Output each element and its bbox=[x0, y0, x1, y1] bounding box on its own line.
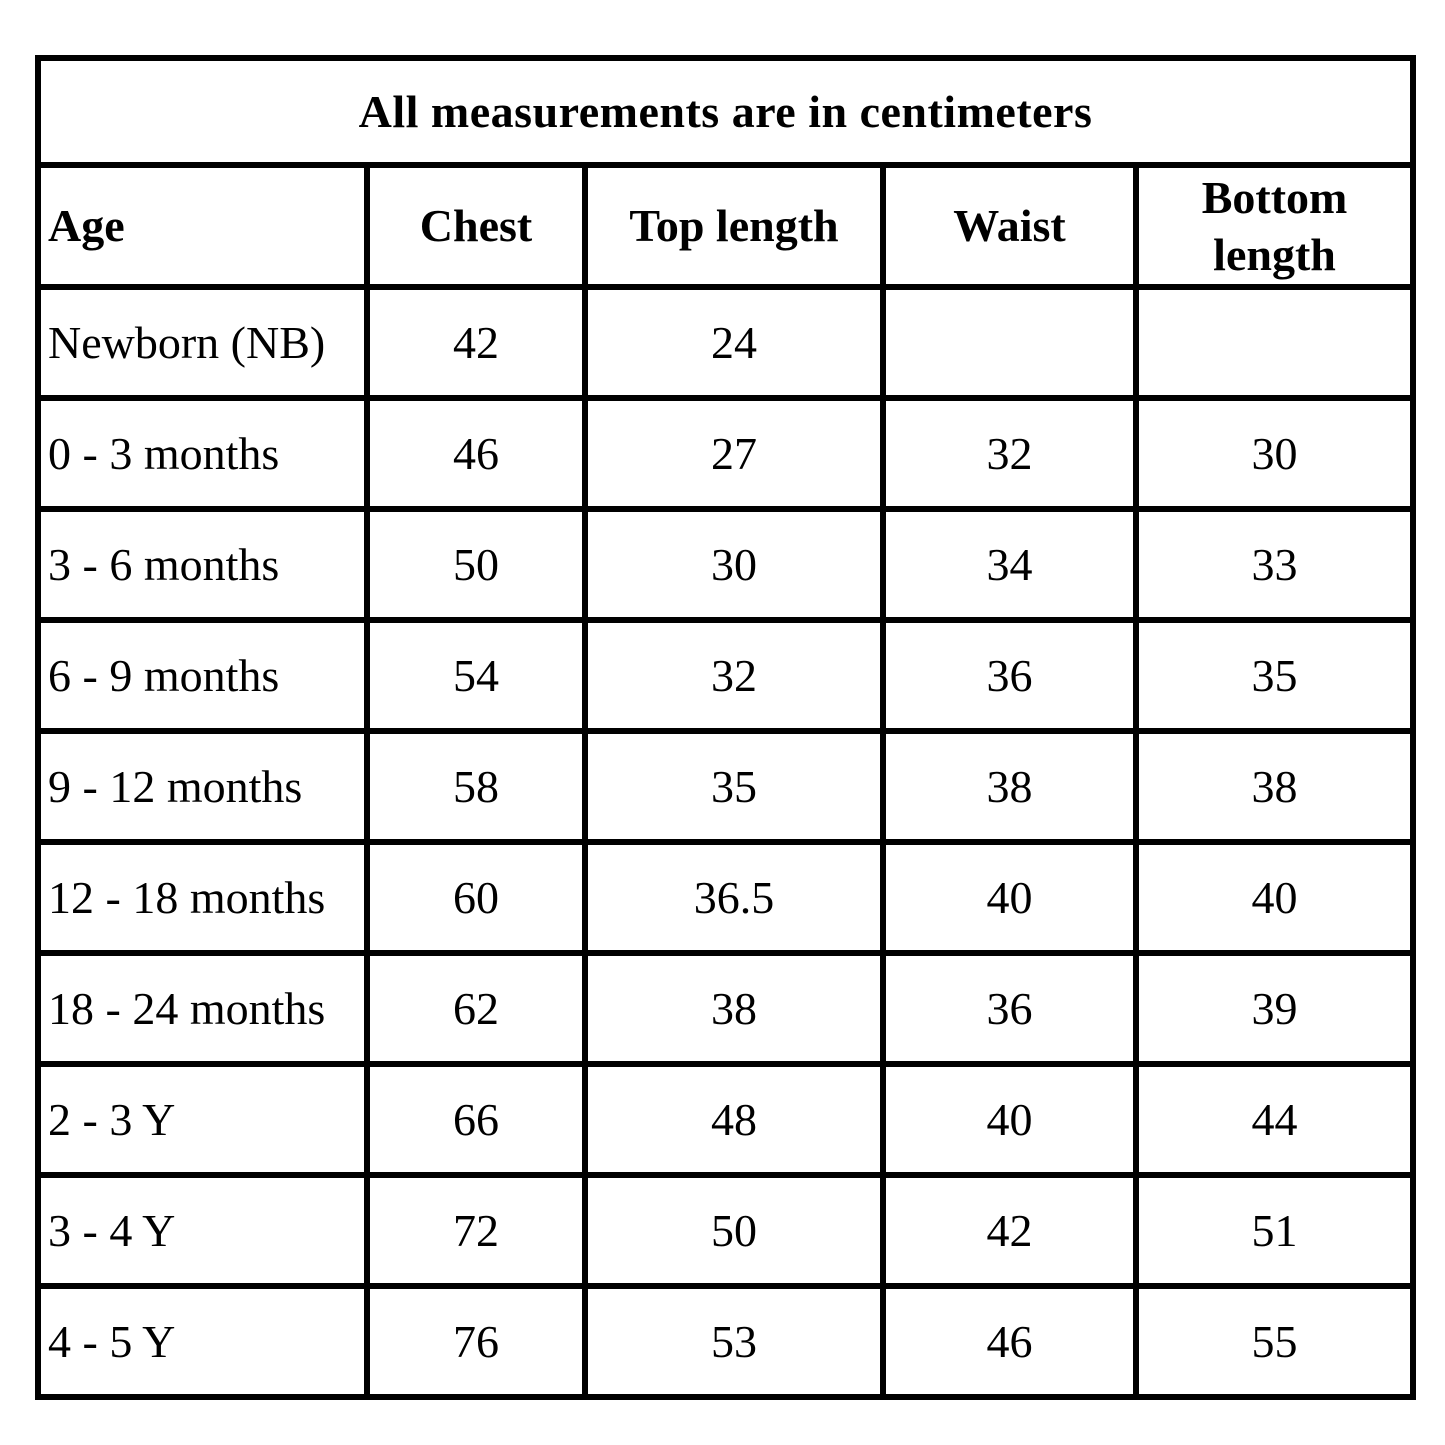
bottom-length-cell: 30 bbox=[1132, 395, 1417, 513]
bottom-length-cell: 40 bbox=[1132, 838, 1417, 956]
chest-cell: 58 bbox=[364, 727, 588, 845]
header-row: Age Chest Top length Waist Bottom length bbox=[35, 161, 1417, 291]
column-header-age: Age bbox=[35, 161, 370, 291]
column-header-chest: Chest bbox=[364, 161, 588, 291]
bottom-length-cell: 55 bbox=[1132, 1282, 1417, 1401]
top-length-cell: 53 bbox=[582, 1282, 886, 1401]
table-title: All measurements are in centimeters bbox=[34, 55, 1417, 168]
table-row-9-12-months: 9 - 12 months 58 35 38 38 bbox=[35, 727, 1417, 845]
waist-cell bbox=[880, 284, 1139, 402]
waist-cell: 42 bbox=[880, 1171, 1139, 1289]
top-length-cell: 35 bbox=[582, 727, 886, 845]
top-length-cell: 38 bbox=[582, 949, 886, 1067]
table-row-6-9-months: 6 - 9 months 54 32 36 35 bbox=[35, 617, 1417, 734]
size-chart-table: All measurements are in centimeters Age … bbox=[34, 55, 1417, 1401]
bottom-length-cell: 39 bbox=[1132, 949, 1417, 1067]
age-cell: 3 - 4 Y bbox=[35, 1171, 370, 1289]
age-cell: 12 - 18 months bbox=[35, 838, 370, 956]
waist-cell: 36 bbox=[880, 949, 1139, 1067]
waist-cell: 32 bbox=[880, 395, 1139, 513]
age-cell: 6 - 9 months bbox=[35, 617, 370, 734]
age-cell: 9 - 12 months bbox=[35, 727, 370, 845]
chest-cell: 76 bbox=[364, 1282, 588, 1401]
top-length-cell: 36.5 bbox=[582, 838, 886, 956]
title-row: All measurements are in centimeters bbox=[34, 55, 1417, 168]
waist-cell: 46 bbox=[880, 1282, 1139, 1401]
chest-cell: 46 bbox=[364, 395, 588, 513]
table-row-18-24-months: 18 - 24 months 62 38 36 39 bbox=[35, 949, 1417, 1067]
age-cell: Newborn (NB) bbox=[35, 284, 370, 402]
age-cell: 3 - 6 months bbox=[35, 506, 370, 623]
chest-cell: 54 bbox=[364, 617, 588, 734]
column-header-top-length: Top length bbox=[582, 161, 886, 291]
bottom-length-cell: 44 bbox=[1132, 1060, 1417, 1178]
chest-cell: 50 bbox=[364, 506, 588, 623]
bottom-length-cell: 35 bbox=[1132, 617, 1417, 734]
bottom-length-cell: 38 bbox=[1132, 727, 1417, 845]
top-length-cell: 27 bbox=[582, 395, 886, 513]
chest-cell: 42 bbox=[364, 284, 588, 402]
waist-cell: 40 bbox=[880, 1060, 1139, 1178]
top-length-cell: 24 bbox=[582, 284, 886, 402]
bottom-length-cell bbox=[1132, 284, 1417, 402]
age-cell: 4 - 5 Y bbox=[35, 1282, 370, 1401]
column-header-bottom-length: Bottom length bbox=[1132, 161, 1417, 291]
chest-cell: 66 bbox=[364, 1060, 588, 1178]
bottom-length-cell: 51 bbox=[1132, 1171, 1417, 1289]
table-row-newborn: Newborn (NB) 42 24 bbox=[35, 284, 1417, 402]
age-cell: 0 - 3 months bbox=[35, 395, 370, 513]
chest-cell: 62 bbox=[364, 949, 588, 1067]
age-cell: 2 - 3 Y bbox=[35, 1060, 370, 1178]
column-header-waist: Waist bbox=[880, 161, 1139, 291]
bottom-length-cell: 33 bbox=[1132, 506, 1417, 623]
waist-cell: 36 bbox=[880, 617, 1139, 734]
table-row-2-3-y: 2 - 3 Y 66 48 40 44 bbox=[35, 1060, 1417, 1178]
top-length-cell: 30 bbox=[582, 506, 886, 623]
waist-cell: 40 bbox=[880, 838, 1139, 956]
age-cell: 18 - 24 months bbox=[35, 949, 370, 1067]
table-row-12-18-months: 12 - 18 months 60 36.5 40 40 bbox=[35, 838, 1417, 956]
top-length-cell: 32 bbox=[582, 617, 886, 734]
waist-cell: 34 bbox=[880, 506, 1139, 623]
table-row-3-4-y: 3 - 4 Y 72 50 42 51 bbox=[35, 1171, 1417, 1289]
table-row-0-3-months: 0 - 3 months 46 27 32 30 bbox=[35, 395, 1417, 513]
top-length-cell: 50 bbox=[582, 1171, 886, 1289]
chest-cell: 60 bbox=[364, 838, 588, 956]
table-row-4-5-y: 4 - 5 Y 76 53 46 55 bbox=[35, 1282, 1417, 1401]
chest-cell: 72 bbox=[364, 1171, 588, 1289]
waist-cell: 38 bbox=[880, 727, 1139, 845]
top-length-cell: 48 bbox=[582, 1060, 886, 1178]
table-row-3-6-months: 3 - 6 months 50 30 34 33 bbox=[35, 506, 1417, 623]
